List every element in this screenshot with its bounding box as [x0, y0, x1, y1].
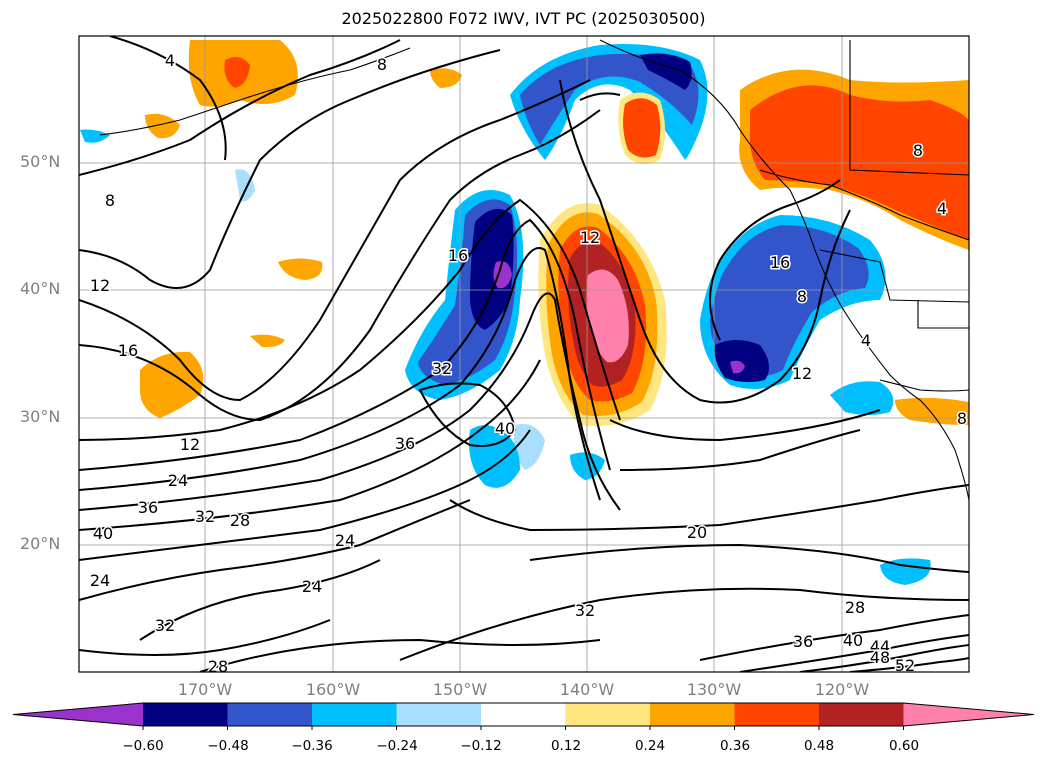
lon-label-160w: 160°W [305, 680, 361, 699]
colorbar-segment [396, 703, 482, 726]
contour-label: 16 [118, 341, 138, 360]
colorbar-segment [481, 703, 566, 726]
contour-label: 12 [580, 228, 600, 247]
contour-label: 8 [913, 141, 923, 160]
contour-label: 40 [495, 419, 515, 438]
lon-label-140w: 140°W [559, 680, 615, 699]
colorbar-tick: −0.24 [376, 738, 418, 754]
colorbar-segment [143, 703, 228, 726]
contour-label: 48 [870, 648, 890, 667]
contour-label: 4 [937, 199, 947, 218]
contour-label: 32 [195, 507, 215, 526]
contour-label: 28 [845, 598, 865, 617]
contour-label: 20 [687, 523, 707, 542]
colorbar-extend-min [13, 703, 143, 726]
map-frame [78, 35, 970, 673]
colorbar-tick: 0.36 [719, 738, 751, 754]
contour-label: 16 [448, 246, 468, 265]
contour-label: 32 [432, 359, 452, 378]
graticule [79, 36, 969, 672]
contour-label: 40 [93, 524, 113, 543]
colorbar-segment [227, 703, 313, 726]
contour-label: 8 [797, 287, 807, 306]
map-title: 2025022800 F072 IWV, IVT PC (2025030500) [341, 9, 706, 28]
lon-label-170w: 170°W [177, 680, 233, 699]
contour-label: 36 [138, 498, 158, 517]
contour-label: 4 [165, 51, 175, 70]
lon-label-120w: 120°W [814, 680, 870, 699]
contour-label: 24 [335, 531, 355, 550]
lat-label-30n: 30°N [20, 407, 61, 426]
colorbar-segment [819, 703, 904, 726]
contour-label: 8 [377, 55, 387, 74]
contour-label: 36 [793, 632, 813, 651]
lat-label-50n: 50°N [20, 152, 61, 171]
colorbar-segment [734, 703, 820, 726]
colorbar-tick: −0.12 [460, 738, 502, 754]
contour-label: 52 [895, 656, 915, 675]
contour-label: 28 [208, 657, 228, 676]
colorbar-tick: 0.24 [634, 738, 666, 754]
coastlines [99, 39, 969, 501]
lat-label-20n: 20°N [20, 534, 61, 553]
colorbar-extend-max [903, 703, 1034, 726]
colorbar [12, 702, 1035, 730]
lat-label-40n: 40°N [20, 279, 61, 298]
contour-label: 8 [957, 409, 967, 428]
contour-label: 8 [105, 191, 115, 210]
contour-label: 12 [792, 364, 812, 383]
contour-label: 36 [395, 434, 415, 453]
colorbar-tick: −0.60 [122, 738, 164, 754]
lon-label-130w: 130°W [686, 680, 742, 699]
colorbar-segment [565, 703, 651, 726]
contour-label: 32 [155, 616, 175, 635]
contour-label: 16 [770, 253, 790, 272]
contour-label: 12 [90, 276, 110, 295]
contour-label: 40 [843, 631, 863, 650]
colorbar-segment [650, 703, 735, 726]
contour-label: 32 [575, 601, 595, 620]
contour-label: 24 [302, 577, 322, 596]
colorbar-tick: −0.36 [291, 738, 333, 754]
contour-label: 24 [90, 571, 110, 590]
colorbar-tick: 0.60 [888, 738, 920, 754]
colorbar-tick: 0.12 [550, 738, 582, 754]
colorbar-tick: −0.48 [207, 738, 249, 754]
contour-label: 28 [230, 511, 250, 530]
colorbar-segment [312, 703, 397, 726]
contour-label: 12 [180, 435, 200, 454]
iwv-contours [79, 36, 969, 672]
contour-label: 4 [861, 331, 871, 350]
lon-label-150w: 150°W [432, 680, 488, 699]
contour-label: 24 [168, 471, 188, 490]
colorbar-tick: 0.48 [803, 738, 835, 754]
ivt-anomaly-shading [80, 40, 969, 585]
contour-label: 44 [870, 637, 890, 656]
